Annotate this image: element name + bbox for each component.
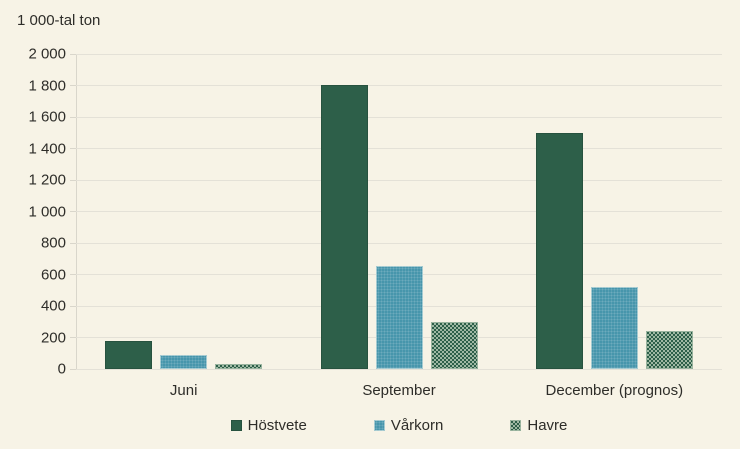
gridline xyxy=(76,148,722,149)
y-axis-title: 1 000-tal ton xyxy=(17,12,101,29)
legend-label: Höstvete xyxy=(247,417,307,434)
gridline xyxy=(76,242,722,244)
y-tickmark xyxy=(70,337,76,338)
y-tick-label: 1 400 xyxy=(28,140,66,157)
legend-swatch-höstvete xyxy=(230,420,242,431)
x-axis-label: September xyxy=(362,382,436,399)
gridline xyxy=(76,368,722,370)
legend-label: Havre xyxy=(527,417,568,434)
plot-area: 0 200 400 600 800 1 000 1 200 1 400 1 600 1 800 2 … xyxy=(28,46,722,399)
legend-item: Havre xyxy=(510,417,567,434)
y-tick-label: 800 xyxy=(40,234,66,252)
bar-havre-0 xyxy=(215,364,263,369)
y-tick-label: 600 xyxy=(40,266,66,283)
bar-havre-1 xyxy=(430,321,478,369)
y-tickmark xyxy=(70,85,76,86)
y-tickmark xyxy=(70,305,76,307)
legend-item: Höstvete xyxy=(230,417,307,434)
legend-swatch-vårkorn xyxy=(373,420,385,431)
y-tick-label: 400 xyxy=(40,297,66,315)
gridline xyxy=(76,53,722,55)
bar-vårkorn-0 xyxy=(160,354,208,369)
y-tickmark xyxy=(70,368,76,370)
y-tickmark xyxy=(70,148,76,149)
y-tickmark xyxy=(70,274,76,275)
y-tick-label: 1 000 xyxy=(28,203,66,220)
y-tickmark xyxy=(70,179,76,181)
bar-höstvete-0 xyxy=(105,340,153,369)
y-tick-label: 1 200 xyxy=(28,171,66,189)
y-tickmark xyxy=(70,211,76,212)
gridline xyxy=(76,211,722,212)
bar-höstvete-1 xyxy=(320,84,368,369)
legend: Höstvete Vårkorn Havre xyxy=(76,417,722,434)
bar-vårkorn-1 xyxy=(375,265,423,369)
legend-item: Vårkorn xyxy=(373,417,444,434)
legend-label: Vårkorn xyxy=(390,417,444,434)
x-axis-label: Juni xyxy=(169,382,198,399)
y-tick-label: 1 800 xyxy=(28,77,66,94)
bar-höstvete-2 xyxy=(535,132,583,369)
y-tick-label: 1 600 xyxy=(28,108,66,126)
y-tickmark xyxy=(70,116,76,118)
y-tickmark xyxy=(70,242,76,244)
bar-havre-2 xyxy=(645,331,693,369)
y-tick-label: 0 xyxy=(57,360,66,378)
gridline xyxy=(76,179,722,181)
gridline xyxy=(76,116,722,118)
bar-vårkorn-2 xyxy=(590,287,638,369)
y-tickmark xyxy=(70,53,76,55)
legend-swatch-havre xyxy=(510,420,522,431)
y-tick-label: 200 xyxy=(40,329,66,346)
x-axis-label: December (prognos) xyxy=(545,382,684,399)
y-tick-label: 2 000 xyxy=(28,45,66,63)
gridline xyxy=(76,85,722,86)
